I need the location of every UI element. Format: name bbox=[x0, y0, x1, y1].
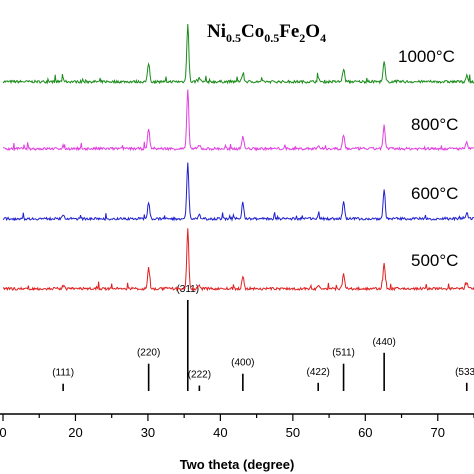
hkl-label-5: (422) bbox=[307, 367, 330, 378]
hkl-label-1: (220) bbox=[137, 348, 160, 359]
hkl-label-7: (440) bbox=[372, 337, 395, 348]
x-tick-label-20: 20 bbox=[68, 425, 82, 440]
xrd-series-3 bbox=[2, 228, 474, 292]
x-axis-label: Two theta (degree) bbox=[180, 457, 295, 472]
hkl-label-0: (111) bbox=[52, 368, 74, 379]
hkl-label-6: (511) bbox=[332, 348, 355, 359]
hkl-label-3: (222) bbox=[188, 370, 211, 381]
xrd-series-1 bbox=[2, 89, 474, 152]
xrd-series-2 bbox=[2, 162, 474, 222]
series-label-600c: 600°C bbox=[411, 184, 458, 203]
series-label-1000c: 1000°C bbox=[398, 47, 455, 66]
reference-pattern: (111) (220) (311) (222) (400) (422)(511) (440)… bbox=[52, 284, 474, 391]
series-label-800c: 800°C bbox=[411, 115, 458, 134]
x-tick-label-partial: 0 bbox=[0, 425, 7, 440]
xrd-series-group bbox=[2, 23, 474, 292]
x-axis: 0 20 30 40 50 60 70 bbox=[0, 413, 474, 440]
hkl-label-8: (533) bbox=[455, 367, 474, 378]
series-label-500c: 500°C bbox=[411, 251, 458, 270]
x-tick-label-70: 70 bbox=[431, 425, 445, 440]
xrd-series-0 bbox=[2, 23, 474, 85]
chart-title: Ni0.5Co0.5Fe2O4 bbox=[207, 21, 326, 45]
hkl-label-4: (400) bbox=[231, 358, 254, 369]
x-tick-label-40: 40 bbox=[213, 425, 227, 440]
x-tick-label-50: 50 bbox=[286, 425, 300, 440]
hkl-label-2: (311) bbox=[176, 284, 199, 295]
x-tick-label-30: 30 bbox=[141, 425, 155, 440]
x-tick-label-60: 60 bbox=[358, 425, 372, 440]
